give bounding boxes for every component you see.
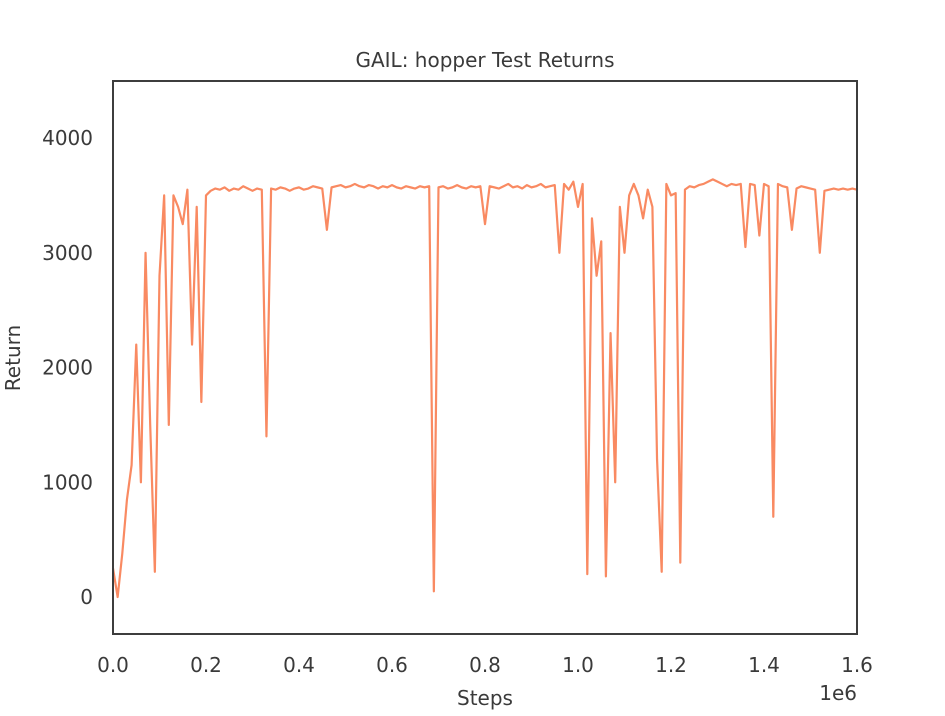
x-tick-label: 1.2 [655, 653, 687, 677]
x-tick-label: 0.6 [376, 653, 408, 677]
y-tick-label: 3000 [42, 241, 93, 265]
x-tick-label: 0.8 [469, 653, 501, 677]
x-offset-label: 1e6 [819, 681, 857, 705]
y-tick-label: 0 [80, 585, 93, 609]
y-tick-label: 2000 [42, 356, 93, 380]
x-tick-label: 1.0 [562, 653, 594, 677]
y-axis-label: Return [1, 325, 25, 391]
x-tick-label: 1.4 [748, 653, 780, 677]
x-tick-label: 0.2 [190, 653, 222, 677]
x-tick-label: 0.0 [97, 653, 129, 677]
y-tick-label: 4000 [42, 126, 93, 150]
x-axis-label: Steps [457, 686, 513, 710]
x-tick-label: 0.4 [283, 653, 315, 677]
x-tick-label: 1.6 [841, 653, 873, 677]
chart-title: GAIL: hopper Test Returns [355, 48, 614, 72]
y-tick-label: 1000 [42, 470, 93, 494]
plot-frame [112, 80, 858, 635]
data-line [111, 178, 858, 599]
